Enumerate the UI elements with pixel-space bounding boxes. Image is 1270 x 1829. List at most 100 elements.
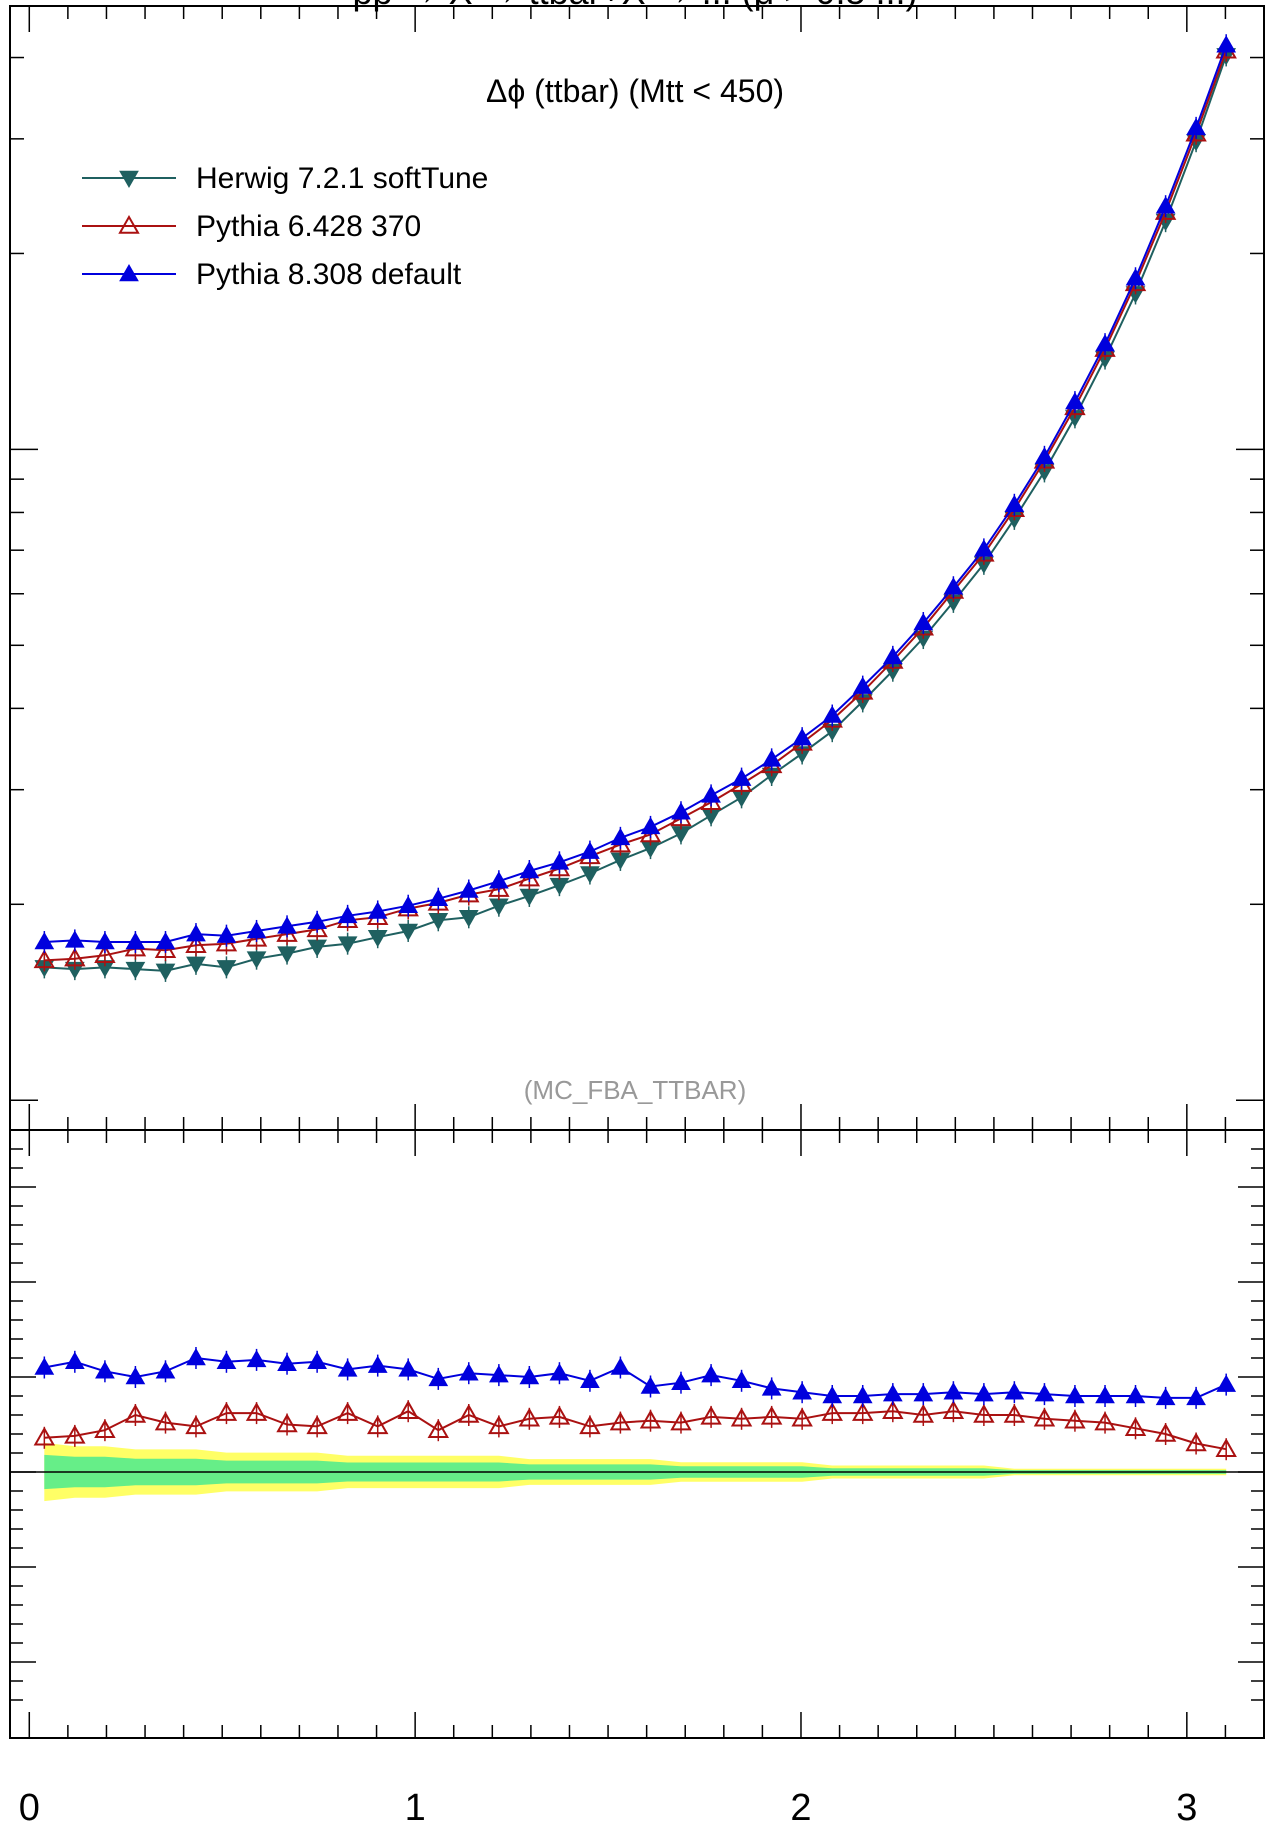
- data-point: [277, 916, 297, 934]
- data-point: [246, 1349, 267, 1368]
- legend-marker: [118, 214, 140, 234]
- data-point: [701, 1365, 721, 1383]
- data-point: [489, 898, 509, 916]
- data-point: [216, 925, 237, 943]
- data-point: [33, 949, 56, 969]
- data-point: [336, 1402, 359, 1421]
- data-point: [1185, 1432, 1207, 1452]
- legend-label: Pythia 6.428 370: [196, 210, 421, 243]
- series-0-2: [34, 34, 1237, 954]
- data-point: [245, 1402, 268, 1421]
- data-point: [974, 539, 994, 557]
- data-point: [549, 852, 570, 870]
- data-point: [155, 963, 176, 981]
- data-point: [428, 913, 449, 931]
- data-point: [549, 1363, 570, 1381]
- data-point: [913, 1384, 934, 1402]
- data-point: [489, 1365, 509, 1383]
- data-point: [489, 871, 509, 889]
- series-line: [44, 1356, 1227, 1399]
- data-point: [700, 1405, 722, 1425]
- x-tick-label: 1: [405, 1787, 426, 1829]
- data-point: [580, 841, 600, 859]
- data-point: [216, 960, 237, 978]
- data-point: [276, 1413, 298, 1433]
- data-point: [246, 951, 267, 969]
- data-point: [852, 1385, 873, 1404]
- data-point: [246, 920, 267, 939]
- data-point: [549, 877, 570, 896]
- data-point: [1065, 392, 1085, 410]
- ratio-reference-band: [10, 1442, 1264, 1502]
- data-point: [731, 768, 752, 786]
- series-1-1: [34, 1347, 1237, 1409]
- data-point: [155, 1361, 176, 1379]
- x-tick-label: 2: [790, 1787, 811, 1829]
- data-point: [1034, 446, 1055, 465]
- data-point: [1216, 1374, 1237, 1392]
- data-point: [64, 1424, 86, 1444]
- data-point: [34, 1357, 55, 1375]
- data-point: [639, 1409, 662, 1429]
- legend-label: Pythia 8.308 default: [196, 258, 462, 291]
- data-point: [670, 1411, 692, 1431]
- data-point: [428, 888, 449, 906]
- data-point: [671, 802, 691, 820]
- data-point: [64, 1351, 85, 1370]
- data-point: [124, 1403, 147, 1423]
- series-line: [44, 50, 1228, 962]
- data-point: [367, 929, 388, 948]
- data-point: [397, 1400, 419, 1419]
- data-series: [33, 34, 1237, 1461]
- data-point: [821, 1402, 843, 1421]
- data-point: [1064, 1409, 1086, 1429]
- data-point: [155, 932, 176, 950]
- data-point: [458, 880, 479, 898]
- data-point: [186, 924, 206, 942]
- data-point: [95, 1361, 115, 1379]
- data-point: [579, 1415, 601, 1435]
- legend-entry: Herwig 7.2.1 softTune: [82, 162, 488, 195]
- data-point: [548, 1405, 571, 1425]
- data-point: [1186, 117, 1206, 136]
- series-line: [44, 1410, 1227, 1451]
- data-point: [882, 646, 903, 665]
- data-point: [154, 1411, 177, 1431]
- data-point: [125, 1366, 146, 1385]
- data-point: [337, 936, 358, 954]
- series-line: [44, 55, 1228, 972]
- data-point: [367, 1355, 388, 1373]
- data-point: [943, 1382, 964, 1400]
- data-point: [398, 923, 419, 941]
- data-point: [398, 895, 419, 913]
- data-point: [1125, 268, 1146, 286]
- data-point: [1033, 1407, 1056, 1427]
- data-point: [125, 932, 146, 950]
- data-point: [792, 728, 813, 746]
- data-point: [33, 1426, 56, 1446]
- data-point: [701, 785, 721, 803]
- data-point: [580, 866, 600, 884]
- data-point: [761, 1378, 782, 1396]
- data-point: [822, 705, 843, 723]
- data-point: [1004, 1382, 1025, 1400]
- data-point: [610, 1357, 631, 1375]
- series-1-0: [33, 1400, 1237, 1461]
- data-point: [791, 1407, 813, 1427]
- data-point: [792, 1382, 813, 1400]
- data-point: [1216, 35, 1237, 53]
- data-point: [730, 1407, 753, 1427]
- data-point: [1095, 334, 1115, 352]
- x-tick-label: 0: [19, 1787, 40, 1829]
- data-point: [216, 1351, 237, 1370]
- data-point: [942, 1400, 965, 1419]
- data-point: [488, 1415, 510, 1435]
- data-point: [882, 1400, 904, 1419]
- legend: Herwig 7.2.1 softTune Pythia 6.428 370 Pyt…: [82, 162, 488, 291]
- data-point: [95, 932, 115, 950]
- data-point: [1094, 1411, 1116, 1431]
- x-tick-labels: 0 1 2 3: [19, 1787, 1198, 1829]
- data-point: [760, 1405, 783, 1425]
- data-point: [277, 946, 297, 964]
- data-point: [1003, 1403, 1026, 1423]
